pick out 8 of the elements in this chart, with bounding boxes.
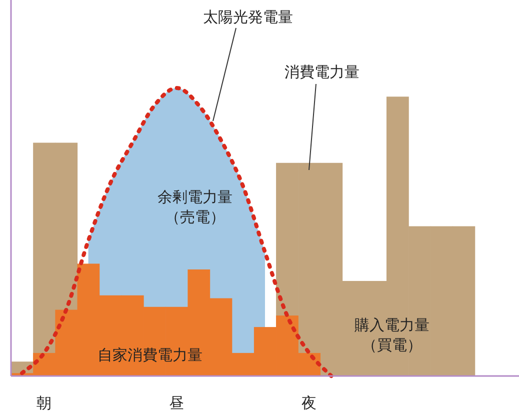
x-tick-label: 朝 [36,394,52,412]
annotation: 購入電力量（買電） [354,316,430,354]
x-tick-label: 夜 [302,394,317,412]
series-label: 自家消費電力量 [98,346,202,364]
text: 太陽光発電量 [203,8,293,26]
series-label: 余剰電力量（売電） [158,188,232,226]
text: 消費電力量 [284,63,360,81]
x-tick-label: 昼 [169,394,184,412]
